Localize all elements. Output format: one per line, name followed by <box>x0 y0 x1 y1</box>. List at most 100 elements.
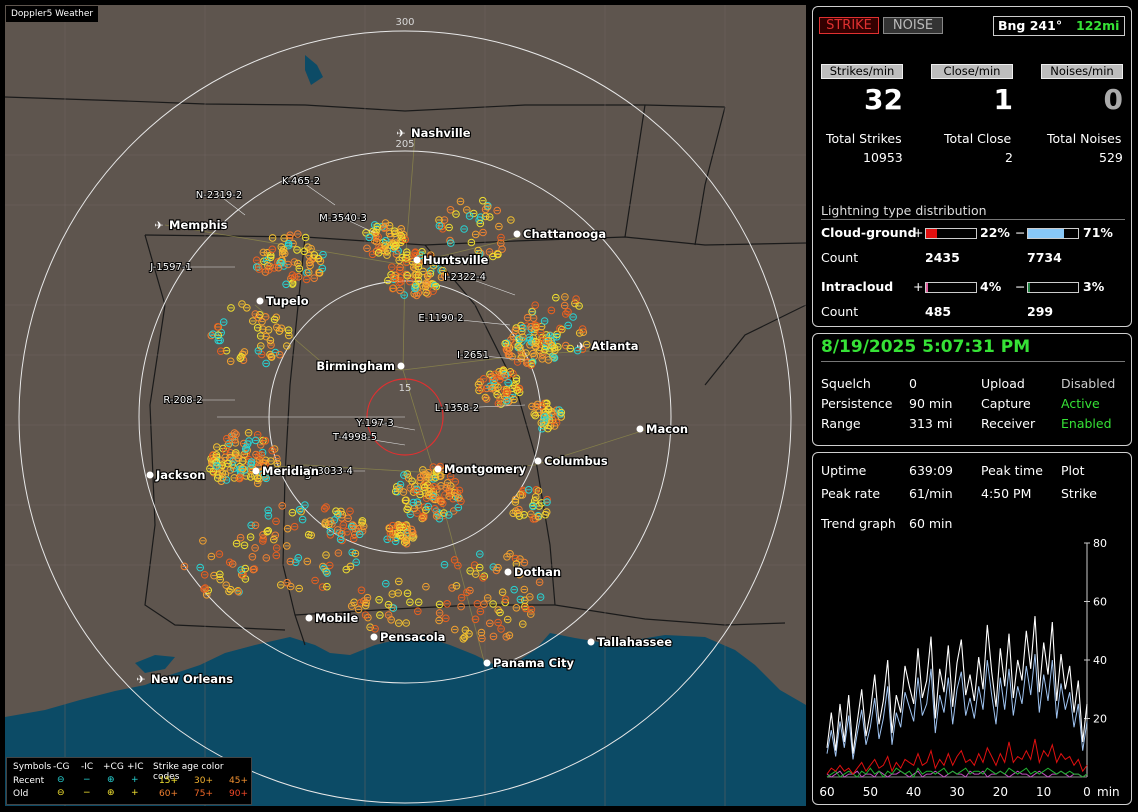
strike-mode-button[interactable]: STRIKE <box>819 17 879 34</box>
cg-negative-bar <box>1027 228 1079 239</box>
legend-age-title: Strike age color codes <box>153 762 224 782</box>
upload-value: Disabled <box>1061 376 1116 391</box>
x-tick-label: 10 <box>1036 785 1051 799</box>
legend-recent-pos-ic-icon: + <box>131 775 139 785</box>
x-tick-label: 40 <box>906 785 921 799</box>
cg-minus-sign: − <box>1015 225 1026 240</box>
y-tick-label: 20 <box>1093 713 1107 726</box>
trend-graph-label: Trend graph <box>821 516 896 531</box>
system-info-panel: 8/19/2025 5:07:31 PM Squelch 0 Upload Di… <box>812 333 1132 446</box>
range-label-15: 15 <box>399 383 412 394</box>
strikes-per-min-value: 32 <box>864 83 903 116</box>
city-jackson: Jackson <box>146 467 207 483</box>
city-dot-icon <box>504 568 512 576</box>
storm-cell-label[interactable]: J-1597-1 <box>148 261 235 274</box>
city-panama-city: Panama City <box>483 655 576 671</box>
city-columbus: Columbus <box>534 453 609 469</box>
legend-age-60: 60+ <box>159 789 178 799</box>
city-dot-icon <box>256 297 264 305</box>
storm-cell-label[interactable]: K-465-2 <box>281 175 336 206</box>
city-label: Huntsville <box>423 253 489 267</box>
storm-cell-label[interactable]: M-3540-3 <box>318 212 376 234</box>
symbol-legend: Symbols -CG -IC +CG +IC Strike age color… <box>6 757 252 805</box>
storm-cell-label[interactable]: I-2322-4 <box>443 271 516 296</box>
city-tupelo: Tupelo <box>256 293 310 309</box>
storm-cell-label[interactable]: T-4998-5 <box>331 431 406 446</box>
storm-cell-label[interactable]: I-2651 <box>456 349 526 362</box>
range-label-205: 205 <box>395 139 414 150</box>
storm-cell-label[interactable]: E-1190-2 <box>417 312 511 326</box>
legend-neg-cg: -CG <box>53 762 70 772</box>
city-label: Macon <box>646 422 688 436</box>
city-label: Tupelo <box>266 294 309 308</box>
noises-per-min-value: 0 <box>1103 83 1123 116</box>
close-per-min-value: 1 <box>993 83 1013 116</box>
svg-text:Y-197-3: Y-197-3 <box>355 418 394 429</box>
svg-text:R-208-2: R-208-2 <box>163 395 202 406</box>
city-nashville: ✈ Nashville <box>396 125 471 141</box>
legend-age-45: 45+ <box>229 776 248 786</box>
svg-text:I-2322-4: I-2322-4 <box>444 272 486 283</box>
x-unit-label: min <box>1097 785 1120 799</box>
noises-per-min-header: Noises/min <box>1041 64 1123 79</box>
legend-recent-pos-cg-icon: ⊕ <box>107 775 115 785</box>
capture-value: Active <box>1061 396 1100 411</box>
strike-stats-panel: STRIKE NOISE Bng 241° 122mi Strikes/min … <box>812 6 1132 327</box>
city-label: Atlanta <box>591 339 639 353</box>
ic-negative-pct: 3% <box>1083 279 1105 294</box>
city-dot-icon <box>513 230 521 238</box>
range-value: 313 mi <box>909 416 953 431</box>
peak-time-label: Peak time <box>981 463 1043 478</box>
distance-value: 122mi <box>1076 18 1120 33</box>
city-label: Columbus <box>544 454 608 468</box>
storm-cell-label[interactable]: R-208-2 <box>162 394 235 407</box>
storm-cell-label[interactable]: Y-197-3 <box>354 417 416 431</box>
city-dot-icon <box>587 638 595 646</box>
svg-text:I-2651: I-2651 <box>457 350 489 361</box>
series-total <box>826 616 1088 754</box>
legend-old-label: Old <box>13 789 29 799</box>
city-dot-icon <box>483 659 491 667</box>
legend-age-75: 75+ <box>194 789 213 799</box>
city-dot-icon <box>370 633 378 641</box>
storm-cell-label[interactable]: N-2319-2 <box>195 189 246 216</box>
bearing-readout: Bng 241° 122mi <box>993 16 1125 36</box>
city-label: New Orleans <box>151 672 233 686</box>
city-new-orleans: ✈ New Orleans <box>136 671 234 687</box>
city-dot-icon <box>146 471 154 479</box>
plot-value[interactable]: Strike <box>1061 486 1097 501</box>
cg-negative-pct: 71% <box>1083 225 1113 240</box>
uptime-value: 639:09 <box>909 463 953 478</box>
distribution-title: Lightning type distribution <box>821 203 987 218</box>
total-strikes-label: Total Strikes <box>826 131 902 146</box>
cloud-ground-label: Cloud-ground <box>821 225 917 240</box>
distribution-divider <box>821 219 1125 220</box>
legend-recent-neg-cg-icon: ⊖ <box>57 775 65 785</box>
city-dot-icon <box>434 465 442 473</box>
peak-rate-value: 61/min <box>909 486 953 501</box>
info-divider <box>821 361 1125 362</box>
city-label: Mobile <box>315 611 358 625</box>
city-label: Meridian <box>262 464 319 478</box>
lightning-map[interactable]: 300 205 15 N-2319-2 K-465-2 M-3540-3 J-1597… <box>5 5 806 806</box>
city-dot-icon <box>252 467 260 475</box>
city-label: Nashville <box>411 126 471 140</box>
airport-icon: ✈ <box>136 673 145 686</box>
city-macon: Macon <box>636 421 689 437</box>
storm-cell-label[interactable]: 5 <box>304 470 312 483</box>
peak-time-value: 4:50 PM <box>981 486 1032 501</box>
series-pos-cg <box>826 738 1088 775</box>
city-dot-icon <box>305 614 313 622</box>
storm-cell-label[interactable]: A-3033-4 <box>306 465 365 478</box>
city-pensacola: Pensacola <box>370 629 447 645</box>
squelch-label: Squelch <box>821 376 871 391</box>
noise-mode-button[interactable]: NOISE <box>883 17 943 34</box>
trend-graph-value: 60 min <box>909 516 953 531</box>
total-noises-value: 529 <box>1099 150 1123 165</box>
city-atlanta: ✈ Atlanta <box>576 338 639 354</box>
city-label: Dothan <box>514 565 561 579</box>
city-chattanooga: Chattanooga <box>513 226 607 242</box>
storm-cell-label[interactable]: L-1358-2 <box>434 402 526 415</box>
city-label: Jackson <box>155 468 205 482</box>
svg-text:E-1190-2: E-1190-2 <box>418 313 463 324</box>
